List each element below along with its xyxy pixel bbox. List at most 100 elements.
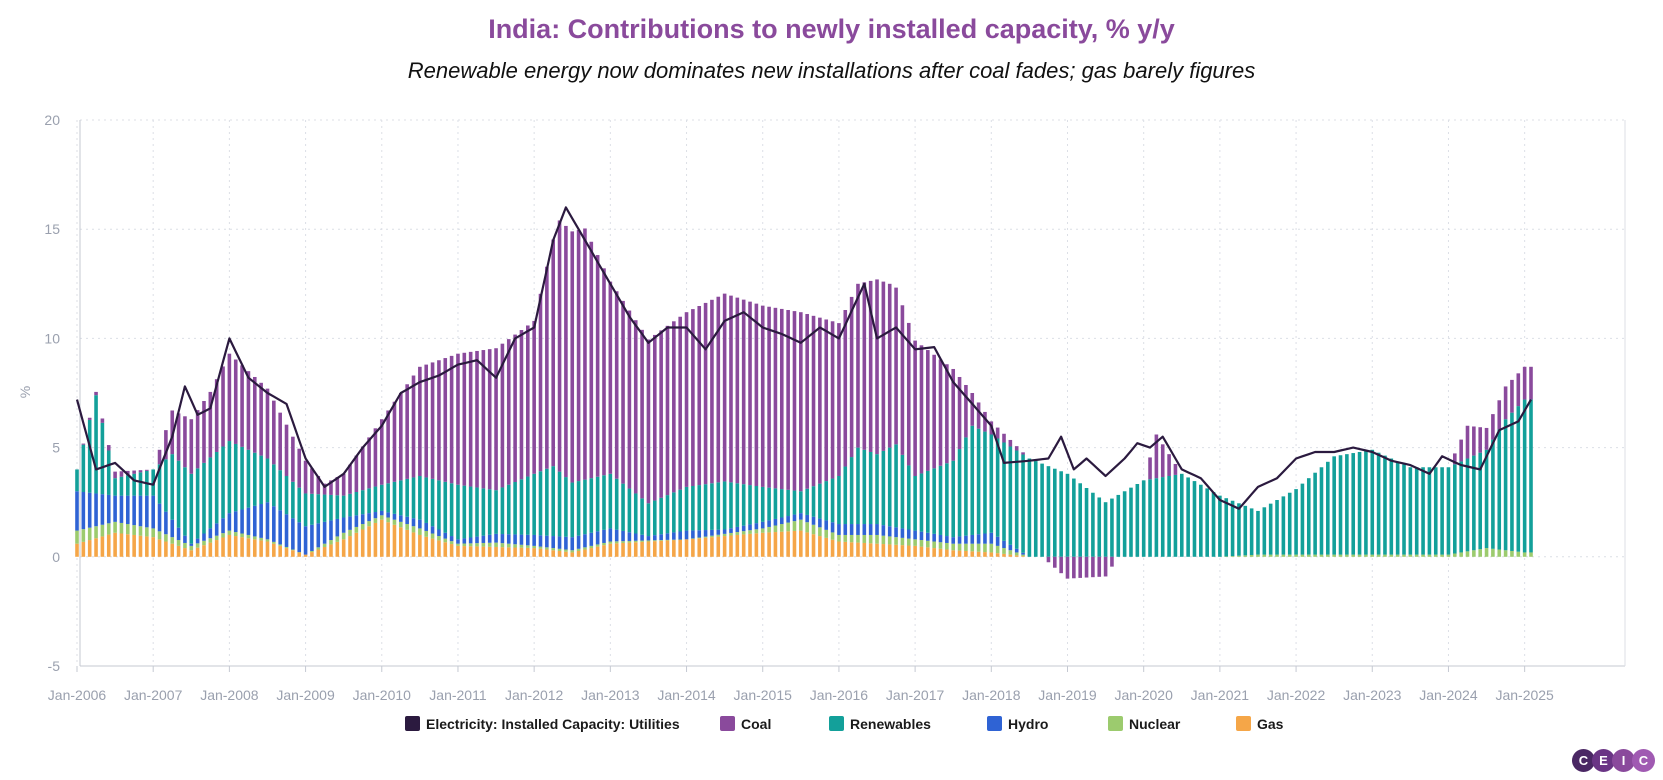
bar-renewables xyxy=(862,449,867,525)
bar-coal xyxy=(691,309,695,487)
bar-renewables xyxy=(818,483,822,519)
bar-coal xyxy=(456,353,460,485)
bar-coal xyxy=(919,345,924,474)
bar-nuclear xyxy=(1370,554,1375,557)
bar-hydro xyxy=(837,524,841,535)
bar-renewables xyxy=(1522,399,1527,553)
bar-coal xyxy=(697,306,702,486)
bar-nuclear xyxy=(1300,554,1305,557)
bar-hydro xyxy=(430,526,435,534)
bar-hydro xyxy=(373,512,378,519)
bar-renewables xyxy=(767,487,771,521)
bar-hydro xyxy=(278,510,282,545)
bar-nuclear xyxy=(875,534,879,544)
bar-hydro xyxy=(805,514,809,523)
bar-renewables xyxy=(875,454,879,525)
bar-nuclear xyxy=(418,528,422,535)
bar-renewables xyxy=(310,493,314,525)
bar-renewables xyxy=(887,447,892,527)
bar-coal xyxy=(494,348,498,491)
bar-gas xyxy=(818,536,822,557)
bar-renewables xyxy=(227,441,232,514)
bar-coal xyxy=(849,296,854,458)
bar-nuclear xyxy=(424,530,429,537)
bar-coal xyxy=(360,446,365,491)
bar-renewables xyxy=(1345,454,1349,555)
bar-nuclear xyxy=(646,540,651,542)
bar-coal xyxy=(754,303,759,487)
bar-renewables xyxy=(576,481,581,536)
bar-renewables xyxy=(1313,472,1317,555)
bar-coal xyxy=(576,229,581,482)
x-tick-label: Jan-2013 xyxy=(581,687,640,703)
bar-coal xyxy=(964,384,968,438)
bar-nuclear xyxy=(1281,554,1286,557)
bar-nuclear xyxy=(456,543,460,546)
bar-nuclear xyxy=(722,533,727,537)
bar-nuclear xyxy=(602,542,606,546)
legend-label-nuclear: Nuclear xyxy=(1129,716,1181,732)
bar-renewables xyxy=(1211,492,1216,557)
bar-hydro xyxy=(335,518,340,537)
bar-hydro xyxy=(741,525,746,532)
bar-hydro xyxy=(500,534,505,544)
bar-renewables xyxy=(354,492,359,516)
bar-coal xyxy=(1453,453,1457,465)
legend-swatch-line xyxy=(405,716,420,731)
bar-gas xyxy=(697,538,702,557)
bar-coal xyxy=(1052,556,1057,568)
bar-renewables xyxy=(640,498,644,535)
bar-nuclear xyxy=(640,540,644,542)
bar-coal xyxy=(862,282,867,450)
bar-nuclear xyxy=(1230,556,1235,557)
bar-hydro xyxy=(456,539,460,544)
bar-coal xyxy=(1148,457,1152,480)
bar-renewables xyxy=(1199,484,1203,557)
bar-nuclear xyxy=(703,536,708,538)
bar-renewables xyxy=(106,450,111,495)
bar-gas xyxy=(252,539,257,557)
bar-nuclear xyxy=(843,534,848,542)
legend-swatch-renewables xyxy=(829,716,844,731)
bar-hydro xyxy=(322,521,327,544)
bar-coal xyxy=(1008,439,1013,447)
x-tick-label: Jan-2024 xyxy=(1419,687,1478,703)
legend: Electricity: Installed Capacity: Utiliti… xyxy=(405,716,1284,732)
bar-renewables xyxy=(1287,492,1292,555)
bar-nuclear xyxy=(411,526,416,533)
bar-nuclear xyxy=(830,532,835,540)
bar-renewables xyxy=(252,452,257,506)
bar-gas xyxy=(284,548,289,557)
bar-nuclear xyxy=(1446,554,1451,557)
bar-coal xyxy=(424,364,429,478)
bar-gas xyxy=(214,540,219,557)
bar-coal xyxy=(741,299,746,485)
bar-hydro xyxy=(545,535,549,548)
bar-nuclear xyxy=(106,523,111,535)
bar-coal xyxy=(189,419,194,474)
bar-renewables xyxy=(964,437,968,536)
bar-nuclear xyxy=(392,519,397,525)
bar-renewables xyxy=(322,494,327,522)
bar-hydro xyxy=(640,534,644,541)
bar-coal xyxy=(1459,439,1463,462)
bar-coal xyxy=(837,323,841,476)
bar-nuclear xyxy=(1453,553,1457,557)
logo-letter: C xyxy=(1632,749,1655,772)
bar-nuclear xyxy=(538,546,543,549)
bar-hydro xyxy=(214,523,219,536)
bars xyxy=(75,220,1533,579)
bar-nuclear xyxy=(1249,554,1254,557)
bar-nuclear xyxy=(500,543,505,548)
bar-nuclear xyxy=(125,524,130,535)
bar-nuclear xyxy=(576,548,581,551)
bar-nuclear xyxy=(360,524,365,530)
bar-coal xyxy=(322,483,327,495)
bar-coal xyxy=(595,255,600,477)
bar-gas xyxy=(316,549,321,557)
bar-nuclear xyxy=(900,537,905,546)
bar-gas xyxy=(767,532,771,557)
bar-nuclear xyxy=(138,526,143,536)
bar-gas xyxy=(805,532,809,557)
x-tick-label: Jan-2018 xyxy=(962,687,1021,703)
